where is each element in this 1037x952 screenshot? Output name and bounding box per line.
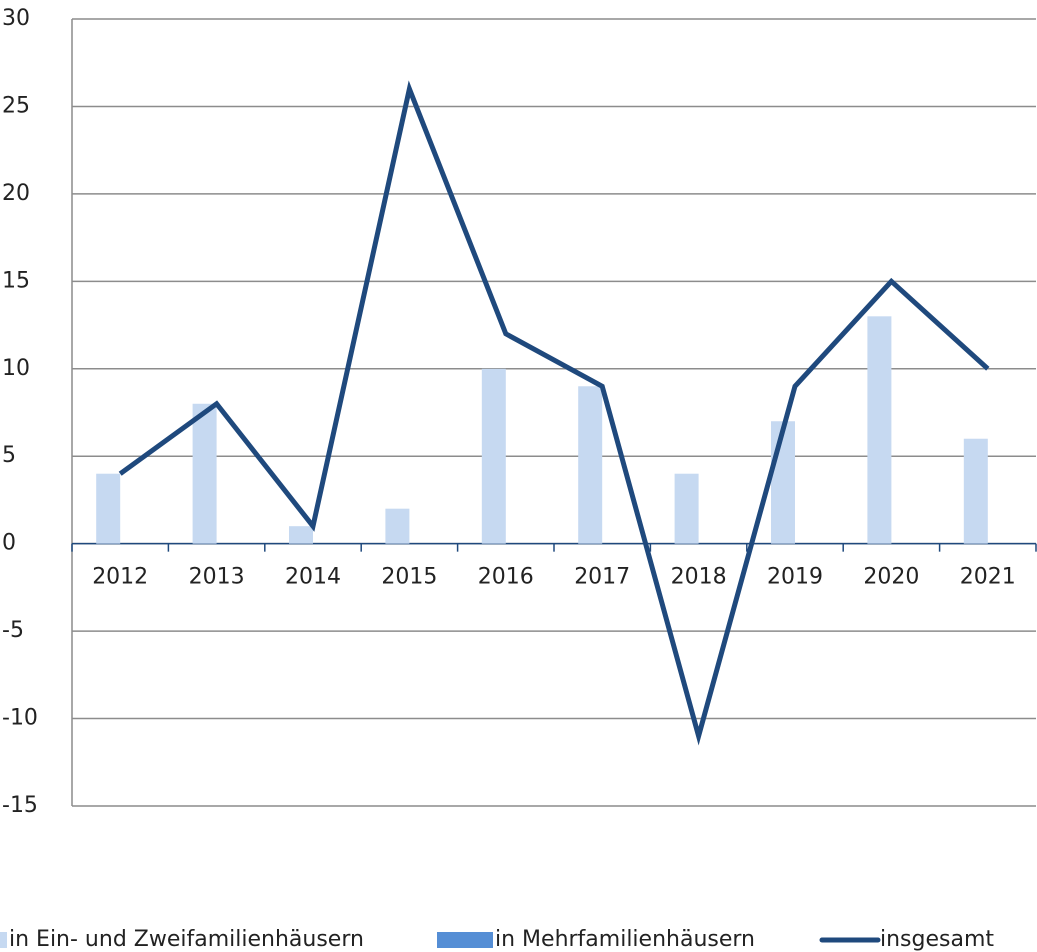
y-tick-label: 15 — [2, 268, 30, 293]
legend-label: insgesamt — [880, 927, 994, 952]
x-tick-label: 2019 — [767, 565, 823, 590]
bar — [578, 386, 603, 544]
y-tick-label: 5 — [2, 443, 16, 468]
y-tick-label: 0 — [2, 531, 16, 556]
bar — [96, 473, 121, 544]
legend-label: in Ein- und Zweifamilienhäusern — [9, 927, 364, 952]
y-tick-label: 20 — [2, 181, 30, 206]
y-tick-label: 30 — [2, 6, 30, 31]
bar — [867, 316, 892, 544]
x-tick-label: 2021 — [960, 565, 1016, 590]
legend-label: in Mehrfamilienhäusern — [495, 927, 755, 952]
bar — [192, 403, 217, 544]
bar — [289, 526, 313, 544]
x-tick-label: 2018 — [671, 565, 727, 590]
x-tick-label: 2013 — [189, 565, 245, 590]
bar — [385, 508, 410, 544]
legend-swatch — [0, 932, 7, 948]
y-tick-label: -5 — [2, 618, 24, 643]
x-tick-label: 2012 — [92, 565, 148, 590]
y-tick-label: -10 — [2, 706, 38, 731]
x-tick-label: 2016 — [478, 565, 534, 590]
x-tick-label: 2014 — [285, 565, 341, 590]
y-tick-label: -15 — [2, 793, 38, 818]
x-tick-label: 2015 — [381, 565, 437, 590]
x-tick-label: 2017 — [574, 565, 630, 590]
legend-swatch — [437, 932, 493, 948]
line — [118, 80, 990, 746]
bar — [771, 421, 795, 544]
y-tick-label: 25 — [2, 93, 30, 118]
x-tick-label: 2020 — [863, 565, 919, 590]
y-tick-label: 10 — [2, 356, 30, 381]
bar — [674, 473, 699, 544]
bar — [963, 438, 988, 544]
bar — [481, 368, 506, 544]
